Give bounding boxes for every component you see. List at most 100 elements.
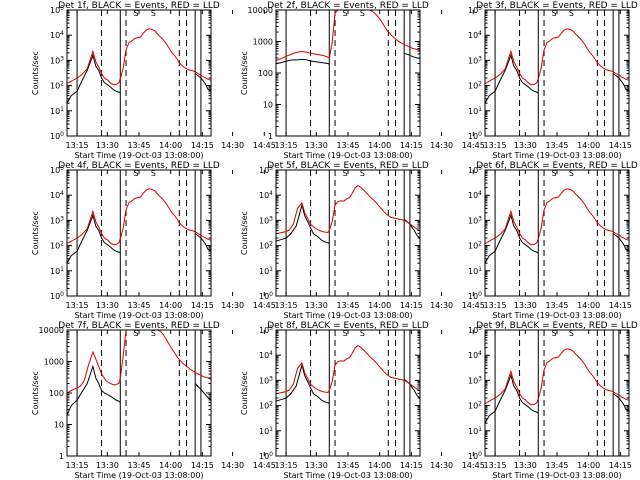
y-tick-label: 101 <box>468 106 482 116</box>
events-series-line <box>276 363 330 405</box>
x-tick-label: 14:30 <box>221 301 244 310</box>
plot-frame <box>484 169 630 297</box>
x-tick-label: 13:30 <box>514 301 537 310</box>
x-tick-label: 14:45 <box>462 141 485 150</box>
marker-annotation: S <box>210 329 215 338</box>
x-tick-label: 14:00 <box>159 461 182 470</box>
x-tick-label: 14:00 <box>368 301 391 310</box>
x-tick-label: 14:15 <box>609 141 632 150</box>
y-tick-label: 102 <box>259 241 273 251</box>
plot-frame <box>66 9 212 137</box>
marker-annotation: S <box>552 169 557 178</box>
y-tick-label: 105 <box>468 5 482 15</box>
chart-title: Det 6f, BLACK = Events, RED = LLD <box>476 161 638 171</box>
y-tick-label: 100 <box>258 69 273 78</box>
y-tick-label: 104 <box>50 30 64 40</box>
marker-annotation: S <box>151 9 156 18</box>
x-tick-label: 13:30 <box>96 301 119 310</box>
x-tick-label: 14:45 <box>253 141 276 150</box>
x-axis-label: Start Time (19-Oct-03 13:08:00) <box>283 471 412 480</box>
y-tick-label: 102 <box>468 401 482 411</box>
y-tick-label: 102 <box>50 81 64 91</box>
x-tick-label: 14:15 <box>609 301 632 310</box>
marker-annotation: S <box>343 169 348 178</box>
chart-title: Det 8f, BLACK = Events, RED = LLD <box>267 321 429 331</box>
x-tick-label: 13:15 <box>66 141 89 150</box>
plot-frame <box>275 169 421 297</box>
chart-title: Det 4f, BLACK = Events, RED = LLD <box>58 161 220 171</box>
y-tick-label: 101 <box>50 106 64 116</box>
y-tick-label: 105 <box>468 325 482 335</box>
x-tick-label: 13:45 <box>336 301 359 310</box>
marker-annotation: S <box>552 329 557 338</box>
events-series-line <box>485 53 539 104</box>
x-tick-label: 14:45 <box>253 461 276 470</box>
y-tick-label: 103 <box>468 375 482 385</box>
x-tick-label: 14:30 <box>221 461 244 470</box>
y-tick-label: 105 <box>259 165 273 175</box>
x-tick-label: 14:15 <box>400 301 423 310</box>
y-axis-label: Counts/sec <box>240 211 249 255</box>
lld-series-line <box>276 344 420 395</box>
y-tick-label: 103 <box>259 215 273 225</box>
y-axis-label: Counts/sec <box>31 211 40 255</box>
x-tick-label: 14:15 <box>609 461 632 470</box>
marker-annotation: S <box>360 169 365 178</box>
y-tick-label: 101 <box>259 426 273 436</box>
plot-frame <box>66 329 212 457</box>
y-tick-label: 1000 <box>253 38 273 47</box>
x-tick-label: 14:00 <box>577 141 600 150</box>
marker-annotation: S <box>134 169 139 178</box>
lld-series-line <box>485 188 629 246</box>
y-tick-label: 105 <box>50 165 64 175</box>
y-tick-label: 103 <box>50 215 64 225</box>
x-tick-label: 13:30 <box>96 141 119 150</box>
events-series-line <box>67 213 121 264</box>
y-tick-label: 105 <box>259 325 273 335</box>
x-tick-label: 13:45 <box>127 301 150 310</box>
y-tick-label: 105 <box>468 165 482 175</box>
events-series-line <box>485 373 539 424</box>
x-axis-label: Start Time (19-Oct-03 13:08:00) <box>283 311 412 320</box>
marker-annotation: S <box>134 329 139 338</box>
x-tick-label: 13:15 <box>275 301 298 310</box>
x-tick-label: 13:45 <box>545 301 568 310</box>
y-tick-label: 10 <box>263 101 273 110</box>
x-axis-label: Start Time (19-Oct-03 13:08:00) <box>492 151 621 160</box>
x-tick-label: 13:15 <box>484 301 507 310</box>
x-axis-label: Start Time (19-Oct-03 13:08:00) <box>74 151 203 160</box>
marker-annotation: S <box>569 9 574 18</box>
plot-frame <box>275 9 421 137</box>
chart-title: Det 2f, BLACK = Events, RED = LLD <box>267 1 429 11</box>
x-tick-label: 14:00 <box>577 461 600 470</box>
x-tick-label: 14:00 <box>368 461 391 470</box>
events-series-line <box>67 53 121 104</box>
y-tick-label: 101 <box>50 266 64 276</box>
chart-title: Det 1f, BLACK = Events, RED = LLD <box>58 1 220 11</box>
lld-series-line <box>276 10 420 61</box>
events-series-line <box>485 213 539 264</box>
marker-annotation: S <box>151 169 156 178</box>
y-tick-label: 1 <box>268 132 273 141</box>
x-tick-label: 14:00 <box>577 301 600 310</box>
y-tick-label: 104 <box>259 350 273 360</box>
plot-frame <box>484 329 630 457</box>
y-tick-label: 100 <box>50 131 64 141</box>
y-tick-label: 10000 <box>39 326 64 335</box>
events-series-line <box>276 203 330 245</box>
chart-title: Det 5f, BLACK = Events, RED = LLD <box>267 161 429 171</box>
x-axis-label: Start Time (19-Oct-03 13:08:00) <box>492 311 621 320</box>
x-tick-label: 14:15 <box>400 141 423 150</box>
y-tick-label: 103 <box>50 55 64 65</box>
marker-annotation: S <box>569 329 574 338</box>
x-tick-label: 14:15 <box>400 461 423 470</box>
